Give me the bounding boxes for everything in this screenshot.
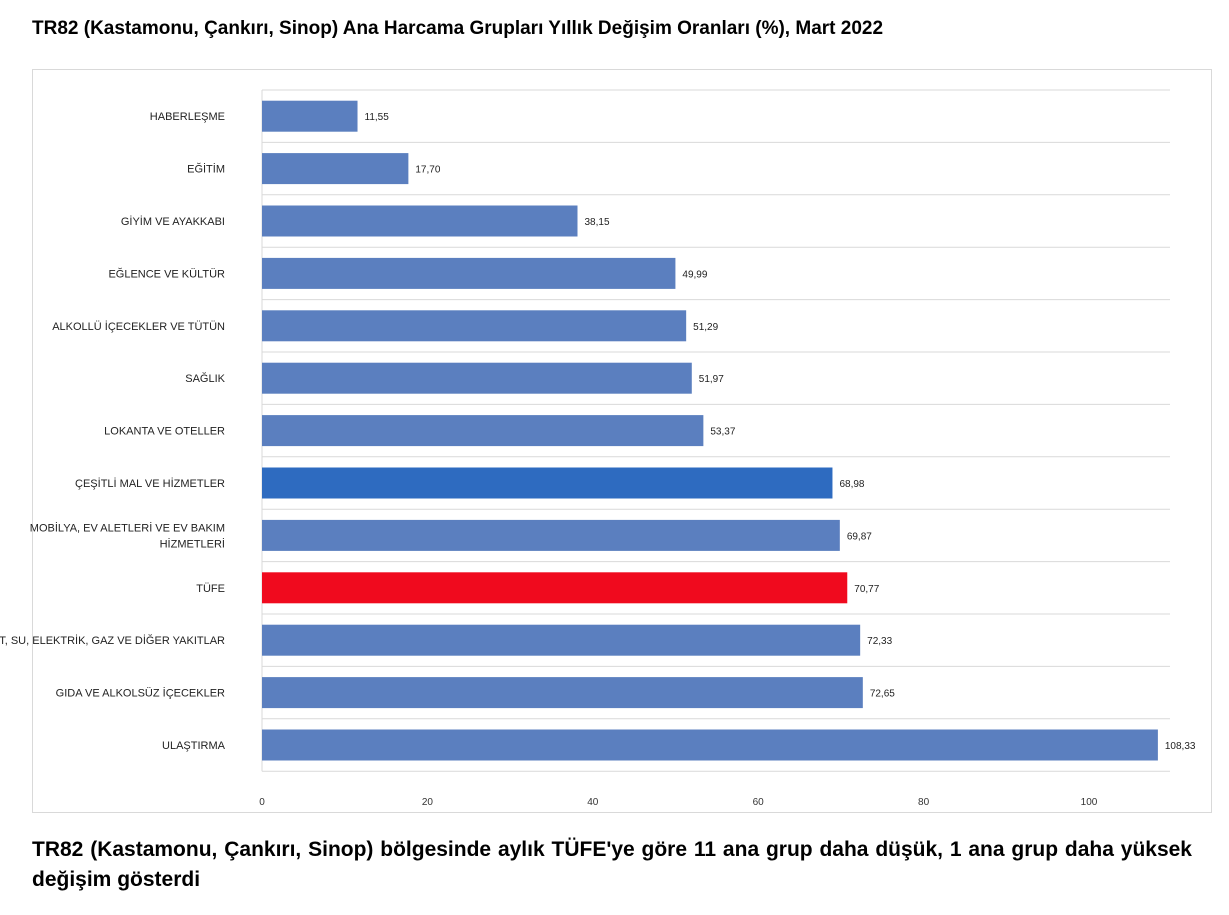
x-tick-label: 20 xyxy=(422,797,434,808)
category-label: LOKANTA VE OTELLER xyxy=(104,426,225,438)
value-label: 70,77 xyxy=(854,584,879,595)
x-tick-label: 80 xyxy=(918,797,930,808)
value-labels: 11,55 17,70 38,15 49,99 51,29 51,97 53,37 68,98… xyxy=(365,112,1196,752)
bar xyxy=(262,729,1158,761)
bar xyxy=(262,310,687,342)
category-label: TÜFE xyxy=(196,583,225,595)
chart-frame xyxy=(32,69,1212,813)
category-label: ALKOLLÜ İÇECEKLER VE TÜTÜN xyxy=(52,320,225,333)
bar xyxy=(262,100,358,132)
bar xyxy=(262,572,848,604)
category-label: MOBİLYA, EV ALETLERİ VE EV BAKIM xyxy=(30,521,225,534)
value-label: 49,99 xyxy=(682,269,707,280)
category-label: ÇEŞİTLİ MAL VE HİZMETLER xyxy=(75,477,225,490)
category-label: HİZMETLERİ xyxy=(160,537,225,550)
x-tick-label: 40 xyxy=(587,797,599,808)
value-label: 17,70 xyxy=(415,165,440,176)
category-label: GIDA VE ALKOLSÜZ İÇECEKLER xyxy=(56,687,225,700)
bar xyxy=(262,467,833,499)
category-label: KONUT, SU, ELEKTRİK, GAZ VE DİĞER YAKITL… xyxy=(0,634,225,647)
footer-caption: TR82 (Kastamonu, Çankırı, Sinop) bölgesi… xyxy=(32,838,1192,891)
category-labels: HABERLEŞME EĞİTİM GİYİM VE AYAKKABI EĞLENCE… xyxy=(0,111,226,752)
bar xyxy=(262,677,863,709)
x-tick-label: 60 xyxy=(753,797,765,808)
value-label: 38,15 xyxy=(585,217,610,228)
category-label: GİYİM VE AYAKKABI xyxy=(121,215,225,228)
bar xyxy=(262,415,704,447)
value-label: 51,97 xyxy=(699,374,724,385)
category-label: SAĞLIK xyxy=(185,372,225,385)
value-label: 72,33 xyxy=(867,636,892,647)
bar xyxy=(262,362,692,394)
x-tick-label: 0 xyxy=(259,797,265,808)
x-tick-label: 100 xyxy=(1081,797,1098,808)
category-label: ULAŞTIRMA xyxy=(162,740,226,752)
value-label: 69,87 xyxy=(847,531,872,542)
bar xyxy=(262,205,578,237)
bars xyxy=(262,100,1158,761)
bar xyxy=(262,257,676,289)
bar xyxy=(262,519,840,551)
value-label: 11,55 xyxy=(365,112,390,123)
x-axis-ticks: 0 20 40 60 80 100 xyxy=(259,797,1098,808)
category-label: EĞİTİM xyxy=(187,163,225,176)
bar xyxy=(262,624,861,656)
value-label: 53,37 xyxy=(710,427,735,438)
value-label: 72,65 xyxy=(870,689,895,700)
category-label: HABERLEŞME xyxy=(150,111,225,123)
value-label: 51,29 xyxy=(693,322,718,333)
bar xyxy=(262,153,409,185)
category-label: EĞLENCE VE KÜLTÜR xyxy=(108,267,225,280)
value-label: 68,98 xyxy=(839,479,864,490)
value-label: 108,33 xyxy=(1165,741,1196,752)
page-title: TR82 (Kastamonu, Çankırı, Sinop) Ana Har… xyxy=(32,18,884,39)
